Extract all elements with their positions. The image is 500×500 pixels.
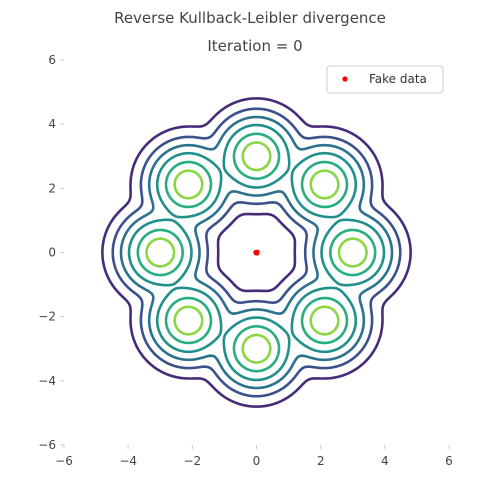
x-tick-label: 4 (381, 454, 389, 468)
x-tick-label: 0 (253, 454, 261, 468)
legend: Fake data (327, 66, 443, 93)
y-tick-label: 2 (48, 181, 56, 195)
legend-marker (342, 76, 347, 81)
y-tick-label: −4 (38, 374, 56, 388)
y-tick-label: −2 (38, 310, 56, 324)
y-tick-label: 6 (48, 53, 56, 67)
x-tick-label: 2 (317, 454, 325, 468)
data-point (253, 250, 257, 254)
x-tick-label: −2 (183, 454, 201, 468)
y-axis-ticks: −6 −4 −2 0 2 4 6 (38, 53, 64, 452)
legend-label: Fake data (369, 72, 427, 86)
x-axis-ticks: −6 −4 −2 0 2 4 6 (55, 445, 453, 468)
y-tick-label: 4 (48, 117, 56, 131)
chart-title: Reverse Kullback-Leibler divergence (114, 9, 386, 27)
x-tick-label: −6 (55, 454, 73, 468)
x-tick-label: 6 (445, 454, 453, 468)
y-tick-label: −6 (38, 438, 56, 452)
scatter-points (253, 250, 259, 256)
chart-subtitle: Iteration = 0 (207, 37, 302, 55)
y-tick-label: 0 (48, 246, 56, 260)
x-tick-label: −4 (119, 454, 137, 468)
